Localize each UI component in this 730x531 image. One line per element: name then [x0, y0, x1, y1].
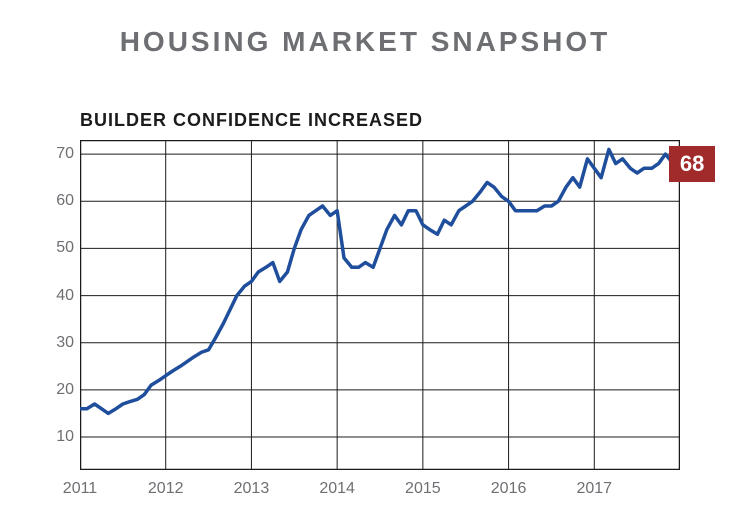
y-tick-label: 10	[56, 428, 74, 446]
y-tick-label: 70	[56, 145, 74, 163]
x-tick-label: 2017	[569, 480, 619, 498]
y-tick-label: 30	[56, 334, 74, 352]
end-value-label: 68	[680, 151, 704, 177]
x-tick-label: 2014	[312, 480, 362, 498]
x-tick-label: 2013	[226, 480, 276, 498]
y-tick-label: 40	[56, 287, 74, 305]
y-tick-label: 20	[56, 381, 74, 399]
y-tick-label: 60	[56, 192, 74, 210]
x-tick-label: 2015	[398, 480, 448, 498]
end-value-badge: 68	[669, 146, 715, 182]
chart-subtitle: BUILDER CONFIDENCE INCREASED	[80, 110, 423, 131]
page-title: HOUSING MARKET SNAPSHOT	[0, 26, 730, 58]
x-tick-label: 2011	[55, 480, 105, 498]
x-tick-label: 2016	[484, 480, 534, 498]
line-chart	[80, 140, 680, 470]
chart-stage: HOUSING MARKET SNAPSHOT BUILDER CONFIDEN…	[0, 0, 730, 531]
x-tick-label: 2012	[141, 480, 191, 498]
y-tick-label: 50	[56, 239, 74, 257]
